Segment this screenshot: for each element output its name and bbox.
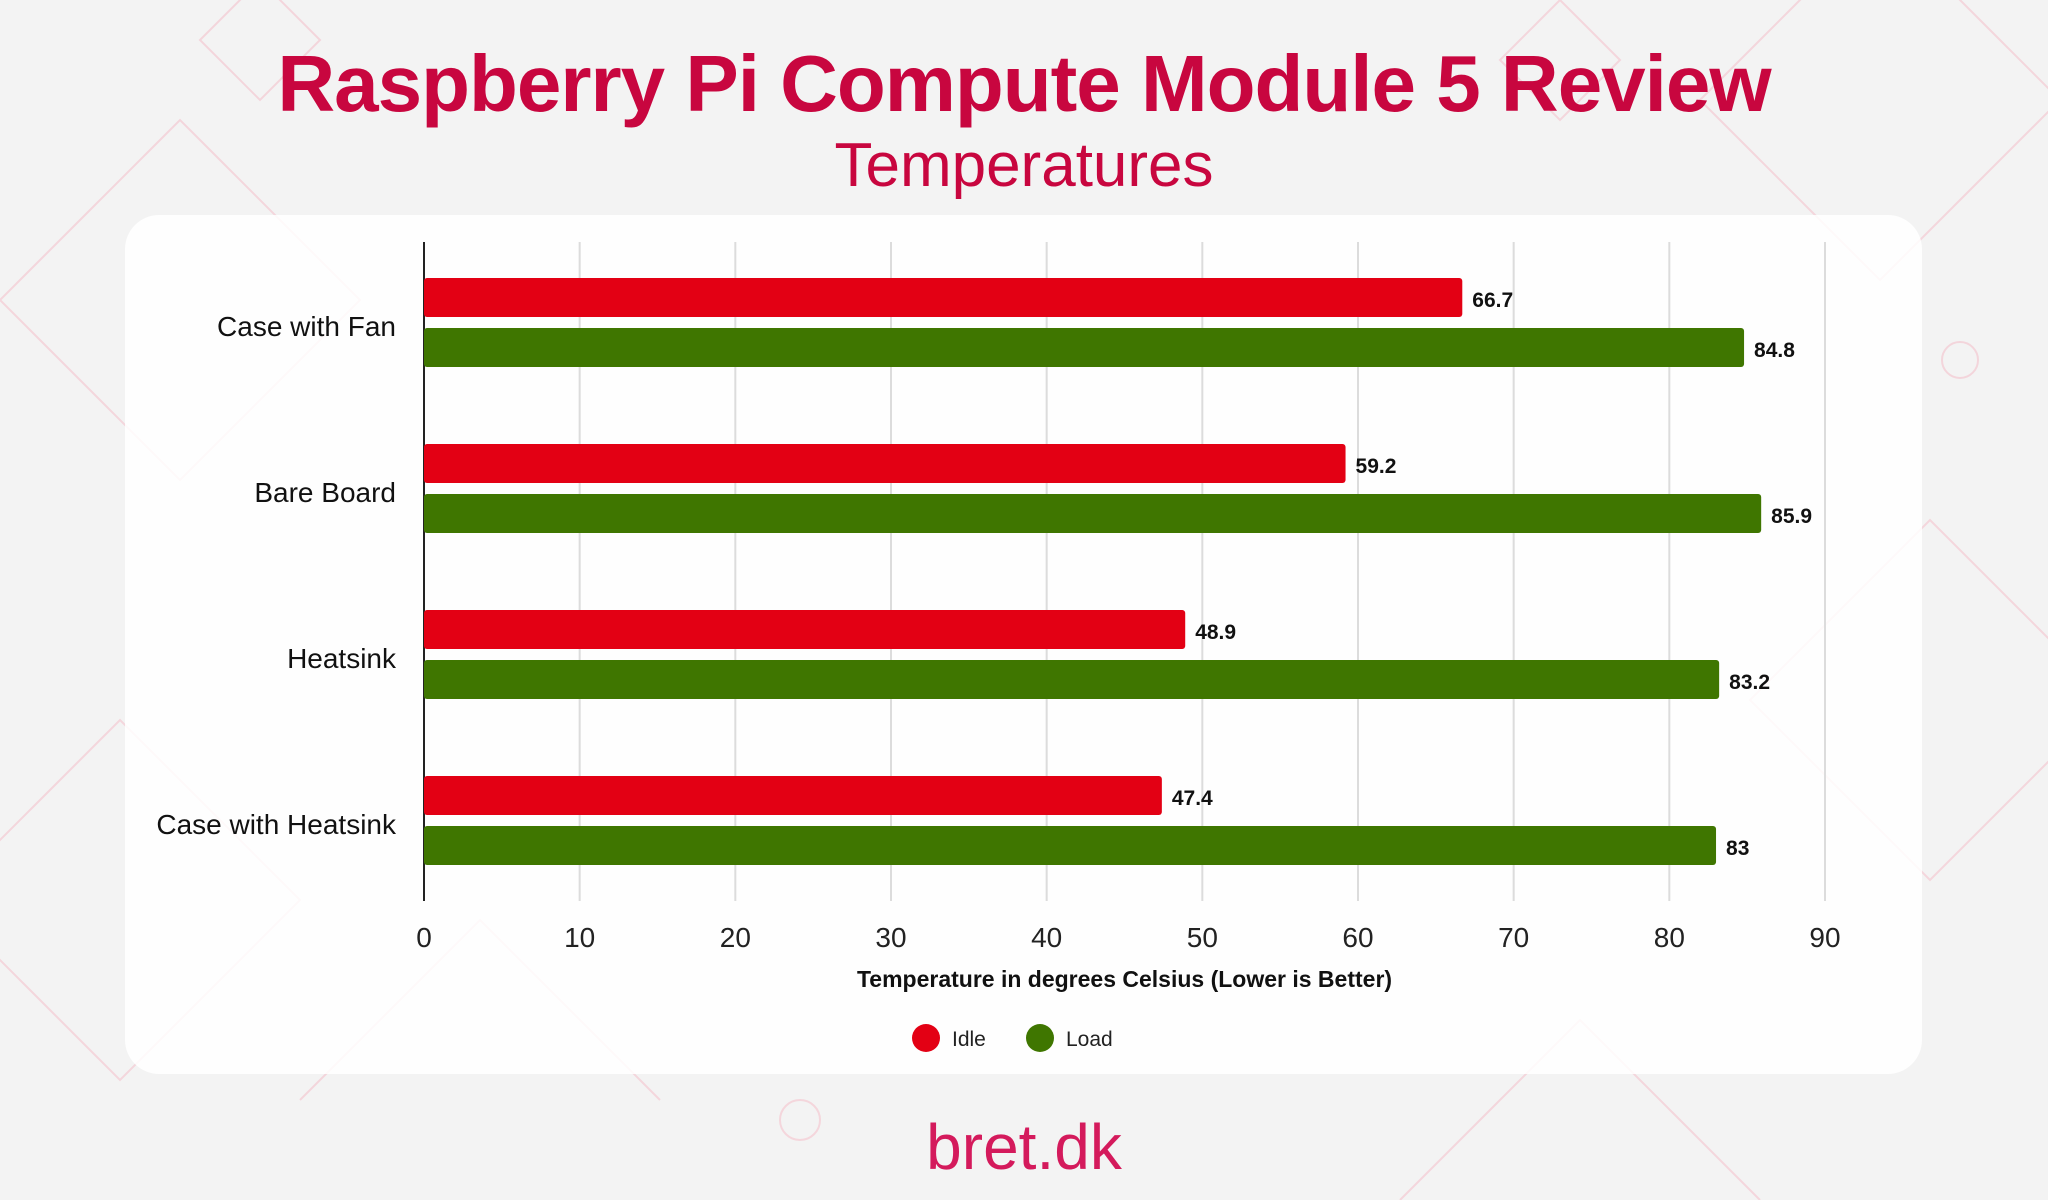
- bar-idle: [424, 444, 1346, 483]
- x-tick-label: 50: [1187, 922, 1218, 953]
- legend-label: Idle: [952, 1028, 986, 1051]
- bar-idle: [424, 776, 1162, 815]
- data-label: 59.2: [1356, 455, 1397, 478]
- data-label: 83: [1726, 837, 1749, 860]
- chart-title: Raspberry Pi Compute Module 5 Review: [277, 39, 1771, 128]
- chart-subtitle: Temperatures: [834, 131, 1214, 200]
- x-tick-label: 30: [875, 922, 906, 953]
- legend-marker-load: [1026, 1024, 1054, 1052]
- bar-load: [424, 660, 1720, 699]
- data-label: 48.9: [1195, 621, 1236, 644]
- x-tick-label: 60: [1342, 922, 1373, 953]
- legend-marker-idle: [912, 1024, 940, 1052]
- legend-label: Load: [1066, 1028, 1113, 1051]
- bar-load: [424, 328, 1745, 367]
- x-tick-label: 20: [720, 922, 751, 953]
- bar-idle: [424, 278, 1463, 317]
- chart-card: 0 10 20 30 40 50 60 70 80 90 Case with Fan 66.7 84.8…: [125, 215, 1922, 1074]
- x-tick-label: 90: [1809, 922, 1840, 953]
- data-label: 84.8: [1754, 339, 1795, 362]
- bar-idle: [424, 610, 1186, 649]
- x-axis-title: Temperature in degrees Celsius (Lower is…: [857, 966, 1392, 992]
- x-tick-label: 10: [564, 922, 595, 953]
- x-tick-label: 80: [1654, 922, 1685, 953]
- x-tick-label: 40: [1031, 922, 1062, 953]
- data-label: 66.7: [1472, 289, 1513, 312]
- bar-load: [424, 494, 1762, 533]
- y-category-label: Heatsink: [287, 643, 397, 674]
- x-tick-label: 0: [416, 922, 432, 953]
- data-label: 85.9: [1771, 505, 1812, 528]
- y-category-label: Case with Heatsink: [156, 809, 397, 840]
- bar-load: [424, 826, 1717, 865]
- data-label: 83.2: [1729, 671, 1770, 694]
- y-category-label: Case with Fan: [217, 311, 396, 342]
- y-category-label: Bare Board: [254, 477, 396, 508]
- brand-logo: bret.dk: [926, 1111, 1122, 1183]
- data-label: 47.4: [1172, 787, 1213, 810]
- x-tick-label: 70: [1498, 922, 1529, 953]
- bar-chart: 0 10 20 30 40 50 60 70 80 90 Case with Fan 66.7 84.8…: [156, 242, 1841, 1052]
